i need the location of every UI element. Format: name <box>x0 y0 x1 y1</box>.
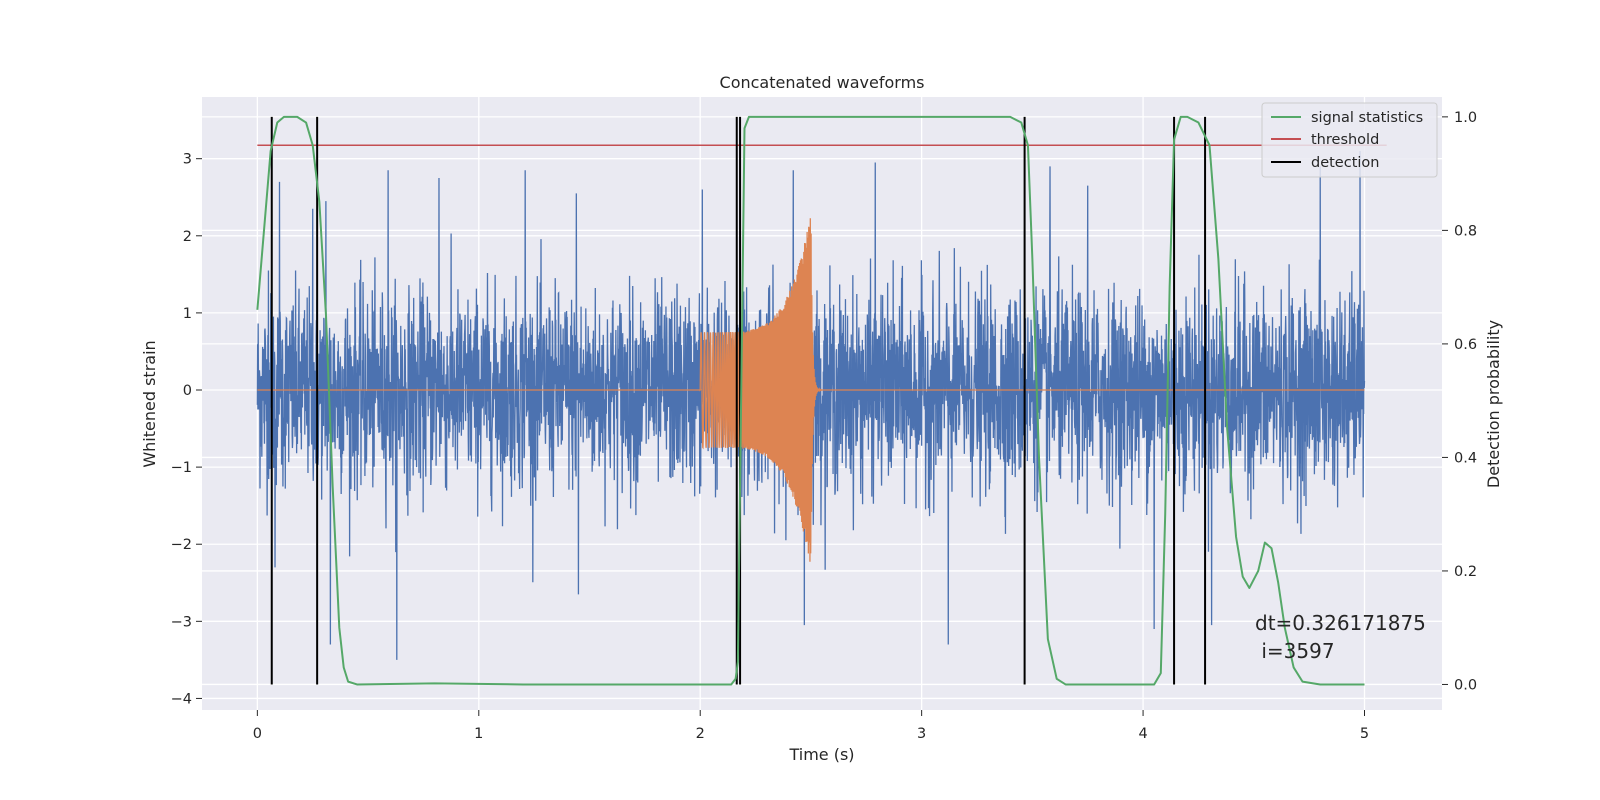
y-right-tick-label: 0.0 <box>1454 677 1477 693</box>
x-tick-label: 2 <box>696 726 705 742</box>
y-tick-label: −4 <box>171 691 192 707</box>
x-tick-label: 0 <box>253 726 262 742</box>
annotation-dt: dt=0.326171875 <box>1255 611 1426 635</box>
y-tick-label: 2 <box>183 229 192 245</box>
x-tick-label: 4 <box>1138 726 1147 742</box>
x-tick-label: 5 <box>1360 726 1369 742</box>
y-tick-label: 3 <box>183 152 192 168</box>
x-axis-label: Time (s) <box>788 745 854 764</box>
y-tick-label: −3 <box>171 614 192 630</box>
y-right-tick-label: 0.2 <box>1454 564 1477 580</box>
y-axis-right-label: Detection probability <box>1484 320 1503 488</box>
y-tick-label: 1 <box>183 306 192 322</box>
y-right-tick-label: 0.6 <box>1454 337 1477 353</box>
legend-label-signal-statistics: signal statistics <box>1311 110 1423 126</box>
annotation-index: i=3597 <box>1255 639 1335 663</box>
legend-box <box>1261 102 1438 178</box>
y-axis-label: Whitened strain <box>140 340 159 467</box>
signal-statistics-line <box>256 115 1365 686</box>
y-right-tick-label: 0.8 <box>1454 223 1477 239</box>
y-tick-label: −2 <box>171 537 192 553</box>
y-right-tick-label: 0.4 <box>1454 450 1477 466</box>
x-tick-label: 3 <box>917 726 926 742</box>
injected-signal-line <box>257 218 1365 562</box>
legend: signal statistics threshold detection <box>1261 102 1438 178</box>
legend-label-detection: detection <box>1311 155 1379 171</box>
legend-label-threshold: threshold <box>1311 132 1379 148</box>
y-tick-label: 0 <box>183 383 192 399</box>
annotation: dt=0.326171875 i=3597 <box>1255 611 1426 663</box>
x-tick-label: 1 <box>474 726 483 742</box>
y-tick-label: −1 <box>171 460 192 476</box>
axes-labels: −4 −3 −2 −1 0 1 2 3 0.0 0.2 0.4 0.6 0.8 1.0 0 1 2 3 4 5 <box>171 110 1477 742</box>
plot-series <box>256 115 1387 686</box>
y-right-tick-label: 1.0 <box>1454 110 1477 126</box>
chart-title: Concatenated waveforms <box>720 73 925 92</box>
